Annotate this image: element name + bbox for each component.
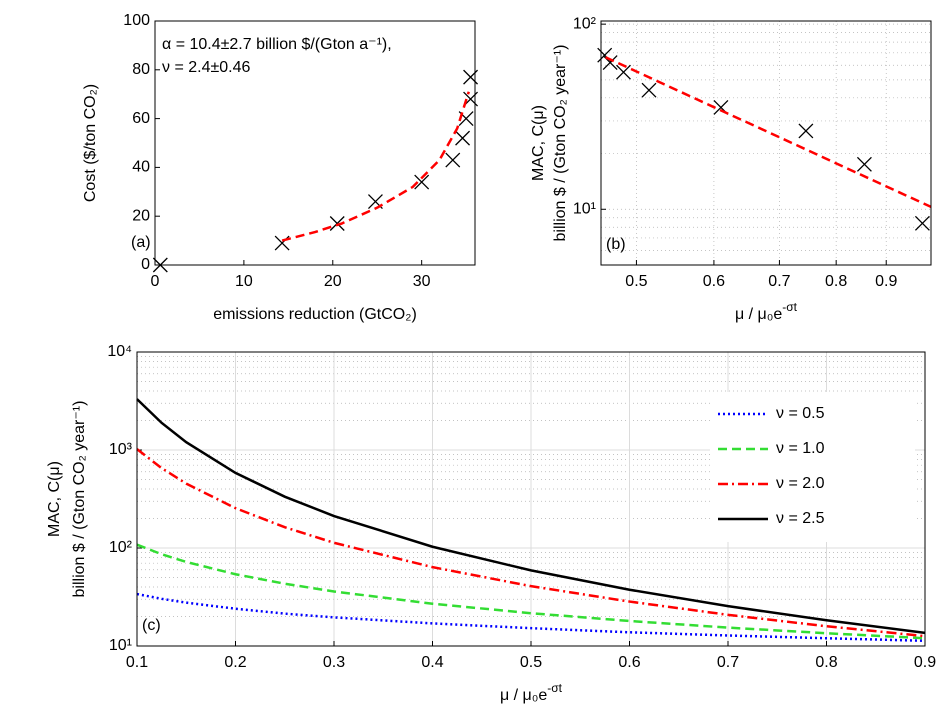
x-tick-label: 0.9	[875, 273, 897, 290]
x-tick-label: 0.7	[717, 654, 739, 671]
plot-frame	[600, 20, 932, 266]
data-point	[455, 130, 471, 146]
x-tick-label: 0.3	[323, 654, 345, 671]
legend-label: ν = 1.0	[776, 440, 825, 457]
y-tick-label: 40	[132, 159, 150, 176]
x-tick-label: 20	[324, 273, 342, 290]
x-tick-label: 0.5	[625, 273, 647, 290]
y-tick-label: 10³	[109, 441, 133, 458]
panel-label: (b)	[606, 236, 626, 253]
annotation: ν = 2.4±0.46	[162, 59, 251, 76]
x-tick-label: 0.6	[703, 273, 725, 290]
annotation: α = 10.4±2.7 billion $/(Gton a⁻¹),	[162, 36, 392, 53]
y-axis-label: MAC, C(μ)	[46, 461, 63, 537]
x-axis-label: emissions reduction (GtCO₂)	[213, 306, 417, 323]
x-tick-label: 0.8	[825, 273, 847, 290]
data-point	[602, 55, 618, 71]
y-tick-label: 60	[132, 110, 150, 127]
y-tick-label: 80	[132, 61, 150, 78]
data-line	[281, 91, 470, 242]
y-tick-label: 10¹	[109, 637, 132, 654]
panel-label: (c)	[142, 617, 161, 634]
y-tick-label: 10²	[573, 15, 597, 32]
x-tick-label: 0.8	[815, 654, 837, 671]
data-line	[136, 592, 926, 643]
y-tick-label: 10²	[109, 539, 133, 556]
x-axis-label-sup: -σt	[782, 300, 797, 314]
y-axis-label: billion $ / (Gton CO₂ year⁻¹)	[552, 45, 569, 242]
panel-label: (a)	[131, 234, 151, 251]
y-tick-label: 0	[141, 256, 150, 273]
data-point	[914, 215, 930, 231]
x-tick-label: 0.4	[421, 654, 443, 671]
x-axis-label-main: μ / μ₀e	[500, 687, 547, 704]
data-line	[136, 398, 926, 635]
y-axis-label: billion $ / (Gton CO₂ year⁻¹)	[71, 401, 88, 598]
y-axis-label: MAC, C(μ)	[530, 105, 547, 181]
y-tick-label: 10¹	[573, 200, 596, 217]
x-tick-label: 0.9	[914, 654, 936, 671]
x-axis-label: μ / μ₀e-σt	[735, 300, 798, 323]
y-axis-label: Cost ($/ton CO₂)	[82, 84, 99, 202]
x-tick-label: 0.1	[126, 654, 148, 671]
data-line	[605, 56, 932, 209]
y-tick-label: 20	[132, 207, 150, 224]
data-line	[136, 543, 926, 640]
plot-frame	[136, 351, 926, 647]
x-axis-label-sup: -σt	[547, 681, 562, 695]
data-point	[641, 82, 657, 98]
data-point	[329, 216, 345, 231]
data-point	[414, 174, 430, 190]
y-tick-label: 10⁴	[107, 343, 132, 360]
legend-label: ν = 0.5	[776, 405, 825, 422]
x-tick-label: 0.5	[520, 654, 542, 671]
x-tick-label: 0	[151, 273, 160, 290]
data-point	[445, 152, 461, 168]
x-axis-label-main: μ / μ₀e	[735, 306, 782, 323]
data-line	[136, 448, 926, 638]
legend-box	[710, 392, 915, 542]
data-point	[798, 123, 814, 139]
plot-frame	[154, 20, 476, 266]
x-tick-label: 10	[235, 273, 253, 290]
x-tick-label: 30	[413, 273, 431, 290]
x-tick-label: 0.6	[618, 654, 640, 671]
data-point	[856, 156, 872, 172]
y-tick-label: 100	[123, 12, 150, 29]
legend-label: ν = 2.5	[776, 510, 825, 527]
x-tick-label: 0.7	[768, 273, 790, 290]
x-axis-label: μ / μ₀e-σt	[500, 681, 563, 704]
data-point	[616, 64, 631, 80]
x-tick-label: 0.2	[224, 654, 246, 671]
legend-label: ν = 2.0	[776, 475, 825, 492]
